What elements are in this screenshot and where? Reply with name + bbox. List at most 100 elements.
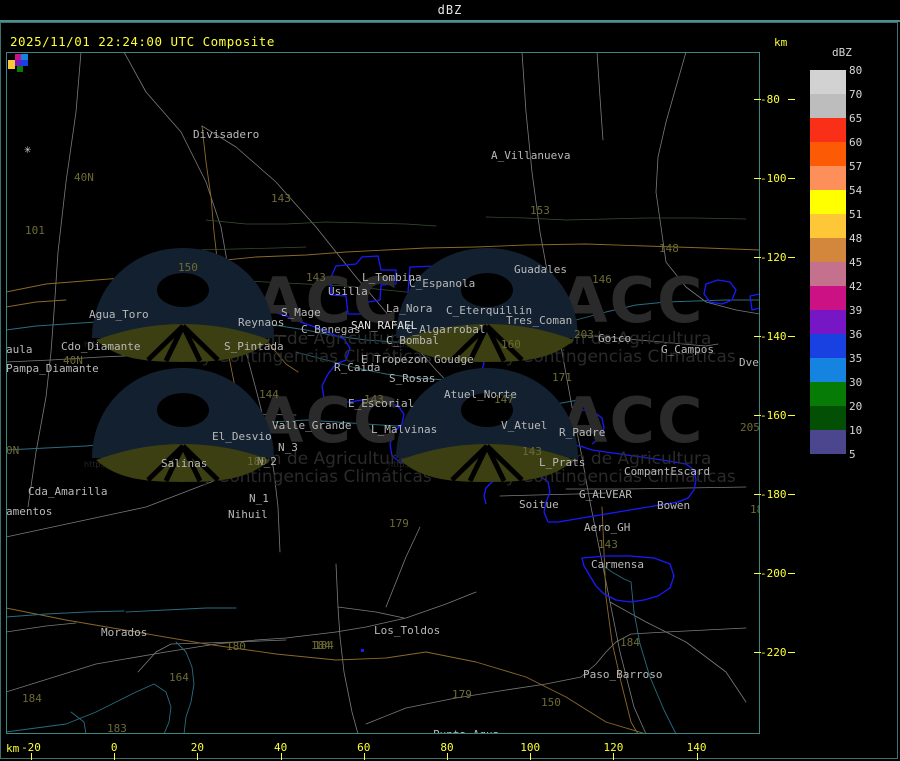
place-label: Tres_Coman [506,314,573,327]
place-label: aula [6,343,33,356]
road-number-label: 40N [63,354,83,367]
y-axis-tick-mark [788,494,795,495]
color-scale-tick-label: 39 [849,304,863,317]
road-number-label: 179 [389,517,409,530]
color-scale-tick-label: 20 [849,400,863,413]
x-axis-tick-mark [114,753,116,760]
color-scale-title: dBZ [832,46,852,59]
window-title: dBZ [437,3,463,17]
place-label: CompantEscard [624,465,711,478]
radar-echo-cell [8,60,15,69]
x-axis-tick-label: 0 [110,741,118,754]
y-axis-tick-mark [754,494,761,495]
road-number-label: 160 [501,338,521,351]
place-label: SAN_RAFAEL [351,319,418,332]
color-scale-bar [810,70,846,454]
color-scale-tick-label: 36 [849,328,863,341]
road-number-label: 184 [22,692,42,705]
place-label: Usilla [328,285,368,298]
place-label: C_Algarrobal [406,323,486,336]
color-scale-band [810,70,846,94]
road-number-label: 184 [311,639,331,652]
place-label: E_Escorial [348,397,415,410]
place-label: Valle_Grande [272,419,352,432]
y-axis-tick-mark [754,415,761,416]
place-label: Cda_Amarilla [28,485,108,498]
x-axis-unit-label: km [6,742,20,755]
y-axis-tick-mark [754,178,761,179]
place-label: C_Espanola [409,277,476,290]
color-scale-tick-label: 30 [849,376,863,389]
place-label: Carmensa [591,558,644,571]
place-label: Salinas [161,457,208,470]
road-number-label: 143 [306,271,326,284]
color-scale-tick-label: 51 [849,208,863,221]
place-label: Los_Toldos [374,624,441,637]
y-axis-tick-label: -220 [760,646,787,659]
radar-plot-area[interactable]: DACC Dirección de Agricultura y Continge… [6,52,760,734]
road-number-label: 18 [750,503,760,516]
place-label: R_Padre [559,426,606,439]
place-label: Dveje [739,356,760,369]
place-label: Goudge [434,353,474,366]
x-axis-tick-mark [447,753,448,760]
y-axis-tick-mark [788,178,795,179]
road-number-label: 143 [271,192,291,205]
place-label: C_Bombal [386,334,439,347]
x-axis-tick-mark [197,753,199,760]
x-axis-tick-label: 100 [520,741,541,754]
road-number-label: 143 [522,445,542,458]
road-number-label: 153 [530,204,550,217]
x-axis-tick-mark [363,753,365,760]
y-axis-tick-mark [754,652,761,653]
timestamp-label: 2025/11/01 22:24:00 UTC Composite [10,34,275,49]
place-label: L_Tombina [362,271,422,284]
place-label: S_Mage [281,306,321,319]
x-axis-tick-label: 120 [603,741,624,754]
place-label: G_ALVEAR [579,488,632,501]
place-label: N_3 [278,441,298,454]
road-number-label: 144 [259,388,279,401]
place-label: L_Prats [539,456,586,469]
road-number-label: 180 [226,640,246,653]
x-axis-tick-mark [31,753,32,760]
place-label: S_Pintada [224,340,284,353]
place-label: E_Tropezon [361,353,428,366]
y-axis-unit-label: km [774,36,788,49]
x-axis-tick-label: 20 [190,741,205,754]
x-axis-tick-mark [280,753,282,760]
y-axis-tick-label: -160 [760,409,787,422]
color-scale-band [810,166,846,190]
color-scale-band [810,382,846,406]
x-axis-tick-mark [696,753,698,760]
place-label: Reynaos [238,316,285,329]
y-axis-tick-mark [788,652,795,653]
road-number-label: 143 [598,538,618,551]
place-label: Guadales [514,263,567,276]
place-label: Punta_Agua [433,729,499,734]
color-scale-band [810,94,846,118]
place-label: Aero_GH [584,521,631,534]
place-label: Morados [101,626,148,639]
radar-echo-cell [21,54,28,60]
color-scale-tick-label: 48 [849,232,863,245]
color-scale-band [810,262,846,286]
y-axis-tick-mark [754,99,761,100]
x-axis-tick-label: 60 [357,741,371,754]
color-scale-tick-label: 5 [849,448,856,461]
color-scale-band [810,238,846,262]
color-scale-tick-label: 10 [849,424,863,437]
road-number-label: 143 [364,393,384,406]
color-scale-band [810,310,846,334]
y-axis-tick-label: -100 [760,172,787,185]
place-label: El_Desvio [212,430,272,443]
place-label: Paso_Barroso [583,668,663,681]
color-scale-band [810,358,846,382]
place-label: Bowen [657,499,691,512]
place-label: Goico [598,332,632,345]
y-axis-tick-mark [788,257,795,258]
x-axis-tick-mark [613,753,615,760]
radar-echo-cell [15,54,21,60]
place-label: C_Benegas [301,323,361,336]
